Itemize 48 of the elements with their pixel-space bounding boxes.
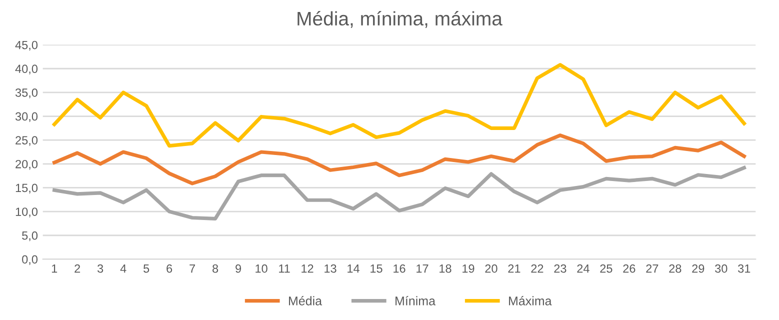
y-tick-label: 25,0 (16, 136, 38, 146)
x-tick-label: 15 (370, 264, 382, 273)
x-tick-label: 20 (485, 264, 498, 273)
x-tick-label: 4 (120, 264, 126, 273)
x-tick-label: 16 (394, 264, 406, 273)
x-tick-label: 12 (302, 264, 314, 273)
legend-label: Mínima (396, 296, 436, 306)
x-tick-label: 9 (236, 264, 242, 273)
x-tick-label: 30 (715, 264, 728, 273)
x-tick-label: 28 (669, 264, 682, 273)
y-tick-label: 5,0 (22, 231, 38, 242)
x-tick-label: 3 (97, 264, 104, 273)
x-tick-label: 23 (554, 264, 566, 273)
x-tick-label: 13 (324, 264, 336, 273)
line-series (52, 134, 746, 186)
chart-title: Média, mínima, máxima (298, 11, 502, 28)
y-tick-label: 10,0 (16, 208, 38, 218)
line-series (52, 166, 746, 221)
x-tick-label: 25 (600, 264, 612, 273)
x-tick-label: 22 (531, 264, 544, 273)
x-tick-label: 26 (623, 264, 636, 273)
x-tick-label: 2 (74, 264, 80, 273)
legend-label: Média (289, 296, 322, 306)
x-tick-label: 21 (508, 264, 520, 273)
x-tick-label: 1 (52, 264, 58, 273)
x-tick-label: 27 (646, 264, 658, 273)
y-tick-label: 45,0 (15, 40, 38, 51)
x-tick-label: 5 (144, 264, 150, 273)
x-tick-label: 31 (738, 264, 750, 273)
legend-label: Máxima (509, 296, 552, 306)
line-series (52, 63, 746, 148)
y-tick-label: 15,0 (16, 184, 38, 194)
y-tick-label: 30,0 (15, 112, 38, 122)
x-tick-label: 10 (256, 264, 268, 273)
x-tick-label: 7 (190, 264, 195, 273)
x-tick-label: 11 (279, 264, 290, 273)
x-tick-label: 18 (440, 264, 452, 273)
x-tick-label: 19 (462, 264, 474, 273)
x-tick-label: 29 (692, 264, 704, 273)
x-tick-label: 24 (577, 264, 590, 273)
y-tick-label: 35,0 (15, 88, 38, 98)
x-tick-label: 14 (348, 264, 360, 273)
y-tick-label: 40,0 (15, 64, 38, 74)
x-tick-label: 17 (416, 264, 428, 273)
y-tick-label: 0,0 (22, 255, 38, 265)
y-tick-label: 20,0 (16, 160, 38, 170)
x-tick-label: 6 (166, 264, 172, 273)
x-tick-label: 8 (212, 264, 218, 273)
